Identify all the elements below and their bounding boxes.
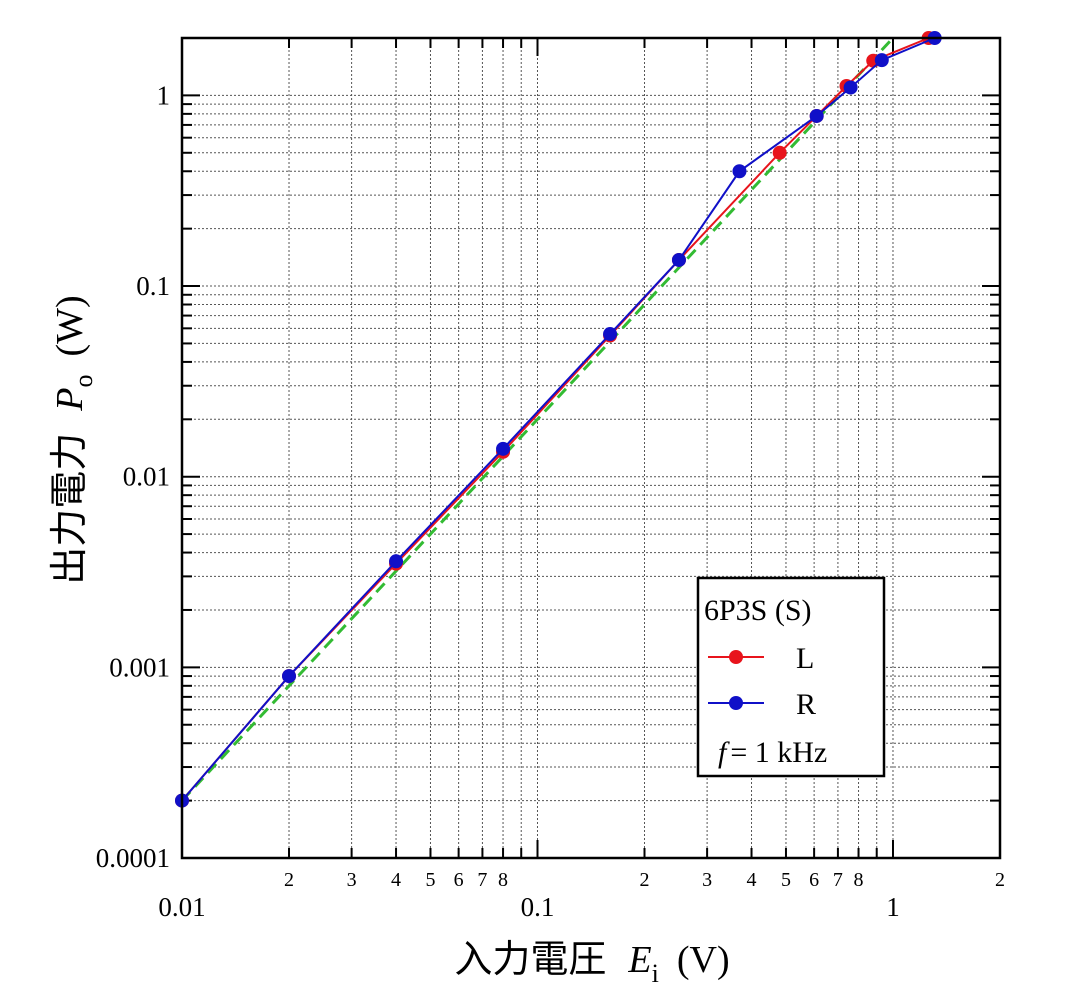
plot-frame — [180, 36, 1002, 860]
x-tick-label: 8 — [498, 869, 508, 891]
x-tick-label: 7 — [833, 869, 843, 891]
x-tick-label: 2 — [284, 869, 294, 891]
data-point — [772, 145, 787, 160]
y-tick-label: 0.01 — [123, 462, 170, 492]
annotation: f = 1 kHz — [718, 736, 827, 769]
data-point — [603, 327, 618, 342]
x-tick-label: 5 — [781, 869, 791, 891]
legend-label: R — [796, 688, 816, 721]
data-point — [874, 53, 889, 68]
legend-label: L — [796, 642, 814, 675]
legend-marker — [729, 696, 743, 710]
data-point — [496, 441, 511, 456]
annotation-text: = 1 kHz — [730, 736, 827, 769]
label-var: P — [49, 387, 91, 411]
x-tick-label: 0.01 — [158, 892, 205, 922]
legend-box — [696, 576, 886, 778]
data-point — [843, 80, 858, 95]
x-tick-label: 1 — [886, 892, 900, 922]
xlabel-axis-label: 入力電圧 Ei (V) — [454, 939, 729, 988]
y-tick-label: 1 — [157, 80, 171, 110]
y-tick-label: 0.1 — [136, 271, 170, 301]
label-var: E — [627, 939, 651, 981]
x-tick-label: 3 — [347, 869, 357, 891]
y-tick-label: 0.001 — [109, 652, 170, 682]
label-text: 入力電圧 — [454, 939, 606, 981]
x-tick-label: 4 — [391, 869, 401, 891]
x-tick-label: 0.1 — [521, 892, 555, 922]
legend-marker — [729, 650, 743, 664]
data-point — [809, 108, 824, 123]
label-unit: (V) — [677, 939, 730, 981]
x-tick-label: 3 — [702, 869, 712, 891]
data-point — [671, 252, 686, 267]
x-tick-label: 8 — [854, 869, 864, 891]
x-tick-label: 5 — [425, 869, 435, 891]
x-tick-label: 2 — [640, 869, 650, 891]
legend-title: 6P3S (S) — [704, 594, 812, 627]
x-tick-label: 2 — [995, 869, 1005, 891]
x-tick-label: 7 — [477, 869, 487, 891]
label-sub: i — [652, 959, 659, 988]
y-tick-label: 0.0001 — [96, 843, 170, 873]
x-tick-label: 6 — [809, 869, 819, 891]
data-point — [282, 669, 297, 684]
fit-line — [182, 38, 895, 802]
label-sub: o — [69, 374, 98, 387]
label-text: 出力電力 — [49, 433, 91, 585]
data-point — [732, 164, 747, 179]
label-unit: (W) — [49, 295, 91, 356]
x-tick-label: 6 — [454, 869, 464, 891]
ylabel-axis-label: 出力電力 Po (W) — [49, 295, 98, 584]
data-point — [389, 554, 404, 569]
x-tick-label: 4 — [747, 869, 757, 891]
